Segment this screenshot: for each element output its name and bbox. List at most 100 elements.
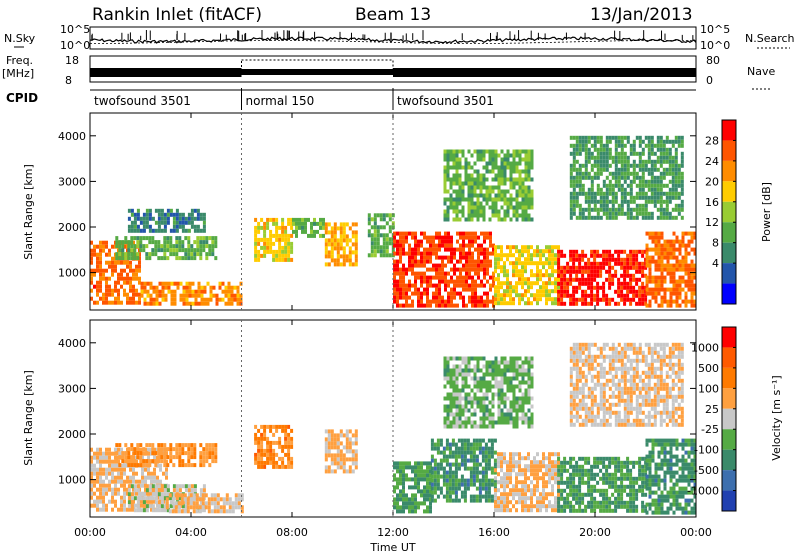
- data-cell: [257, 253, 261, 258]
- data-cell: [393, 279, 396, 284]
- data-cell: [599, 273, 603, 278]
- data-cell: [638, 301, 642, 306]
- data-cell: [127, 224, 131, 229]
- data-cell: [396, 303, 399, 308]
- data-cell: [468, 267, 471, 272]
- data-cell: [684, 291, 688, 296]
- data-cell: [190, 248, 194, 253]
- data-cell: [575, 135, 579, 140]
- data-cell: [382, 245, 386, 250]
- data-cell: [575, 257, 579, 262]
- data-cell: [199, 492, 203, 497]
- data-cell: [485, 185, 489, 190]
- data-cell: [133, 496, 137, 501]
- data-cell: [324, 469, 328, 474]
- data-cell: [445, 494, 449, 499]
- data-cell: [348, 445, 352, 450]
- data-cell: [142, 508, 146, 513]
- data-cell: [460, 482, 464, 487]
- data-cell: [414, 291, 417, 296]
- data-cell: [480, 243, 483, 248]
- data-cell: [193, 208, 197, 213]
- data-cell: [602, 151, 606, 156]
- data-cell: [478, 494, 482, 499]
- data-cell: [554, 257, 557, 262]
- data-cell: [430, 498, 434, 503]
- data-cell: [263, 245, 267, 250]
- data-cell: [135, 276, 138, 281]
- data-cell: [330, 226, 334, 231]
- data-cell: [469, 442, 473, 447]
- data-cell: [497, 301, 500, 306]
- data-cell: [587, 488, 591, 493]
- data-cell: [497, 217, 501, 222]
- data-cell: [281, 225, 285, 230]
- data-cell: [650, 135, 654, 140]
- data-cell: [481, 438, 485, 443]
- data-cell: [132, 272, 135, 277]
- data-cell: [263, 424, 267, 429]
- data-cell: [278, 456, 282, 461]
- data-cell: [484, 490, 488, 495]
- data-cell: [393, 263, 396, 268]
- data-cell: [214, 455, 218, 460]
- data-cell: [429, 275, 432, 280]
- data-cell: [284, 249, 288, 254]
- data-cell: [530, 508, 533, 513]
- data-cell: [382, 241, 386, 246]
- data-cell: [348, 449, 352, 454]
- data-cell: [677, 135, 681, 140]
- data-cell: [470, 217, 474, 222]
- data-cell: [263, 428, 267, 433]
- data-cell: [130, 208, 134, 213]
- data-cell: [396, 501, 399, 506]
- data-cell: [605, 269, 609, 274]
- data-cell: [433, 486, 437, 491]
- data-cell: [542, 460, 545, 465]
- data-cell: [669, 239, 673, 244]
- data-cell: [111, 260, 114, 265]
- data-cell: [629, 215, 633, 220]
- data-cell: [402, 469, 405, 474]
- data-cell: [370, 241, 374, 246]
- data-cell: [518, 472, 521, 477]
- data-cell: [569, 480, 573, 485]
- data-cell: [99, 451, 102, 456]
- data-cell: [575, 492, 579, 497]
- data-cell: [399, 239, 402, 244]
- data-cell: [108, 463, 111, 468]
- data-cell: [617, 293, 621, 298]
- data-cell: [578, 281, 582, 286]
- cpid-segment-label: twofsound 3501: [94, 94, 191, 108]
- data-cell: [476, 197, 480, 202]
- data-cell: [148, 212, 152, 217]
- data-cell: [187, 455, 191, 460]
- data-cell: [373, 253, 377, 258]
- data-cell: [527, 468, 530, 473]
- data-cell: [458, 165, 462, 170]
- data-cell: [339, 465, 343, 470]
- data-cell: [554, 500, 557, 505]
- data-cell: [641, 301, 645, 306]
- data-cell: [108, 483, 111, 488]
- colorbar-swatch: [722, 181, 736, 202]
- data-cell: [336, 250, 340, 255]
- data-cell: [605, 207, 609, 212]
- data-cell: [429, 489, 432, 494]
- data-cell: [433, 446, 437, 451]
- data-cell: [656, 147, 660, 152]
- data-cell: [476, 157, 480, 162]
- data-cell: [127, 500, 131, 505]
- data-cell: [414, 239, 417, 244]
- data-cell: [433, 498, 437, 503]
- data-cell: [322, 221, 325, 226]
- data-cell: [527, 177, 531, 182]
- data-cell: [423, 493, 426, 498]
- date-title: 13/Jan/2013: [590, 5, 693, 25]
- data-cell: [611, 257, 615, 262]
- data-cell: [548, 277, 551, 282]
- data-cell: [441, 271, 444, 276]
- data-cell: [136, 228, 140, 233]
- data-cell: [671, 139, 675, 144]
- data-cell: [506, 484, 509, 489]
